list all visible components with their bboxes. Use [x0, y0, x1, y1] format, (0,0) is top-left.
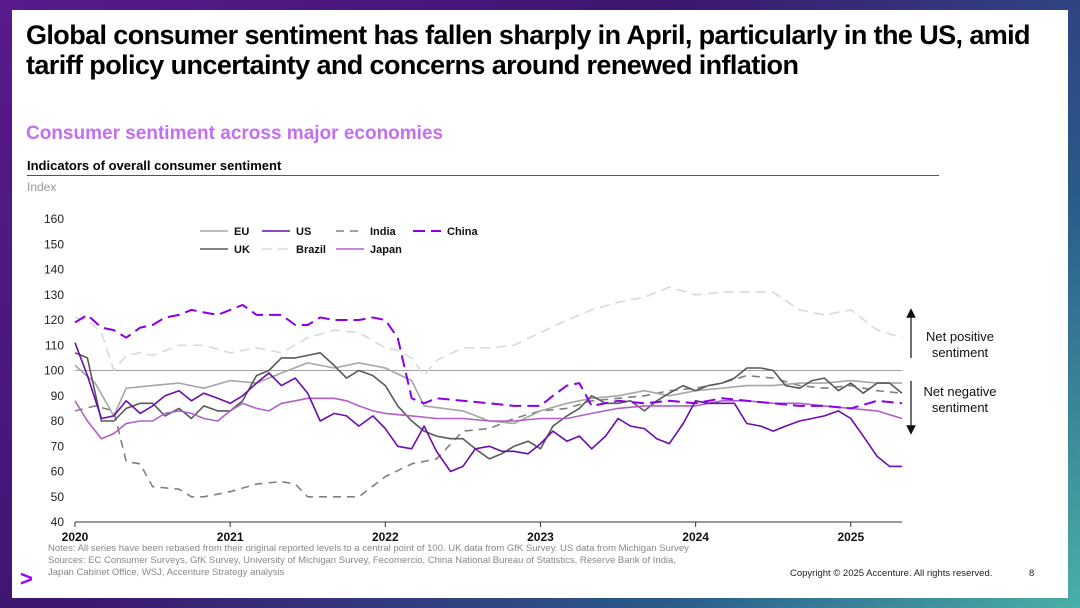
- legend-label-eu: EU: [234, 226, 249, 238]
- legend-label-uk: UK: [234, 244, 250, 256]
- y-tick-label: 80: [51, 414, 65, 428]
- y-tick-label: 70: [51, 439, 65, 453]
- copyright: Copyright © 2025 Accenture. All rights r…: [790, 568, 993, 579]
- accenture-logo-icon: >: [20, 566, 33, 591]
- y-tick-label: 60: [51, 465, 65, 479]
- y-tick-label: 150: [44, 237, 64, 251]
- chart-legend: EU US India China UK Brazil Japan: [200, 226, 478, 256]
- chart-series: [74, 286, 903, 498]
- sources-line: Sources: EC Consumer Surveys, GfK Survey…: [48, 555, 676, 566]
- legend-label-us: US: [296, 226, 311, 238]
- legend-label-brazil: Brazil: [296, 244, 326, 256]
- y-axis-unit-label: Index: [27, 180, 57, 194]
- title-rule: [27, 175, 939, 176]
- x-tick-label: 2020: [62, 530, 89, 544]
- x-tick-label: 2022: [372, 530, 399, 544]
- notes-line: Notes: All series have been rebased from…: [48, 543, 689, 554]
- net-negative-label: Net negative sentiment: [923, 384, 997, 415]
- x-tick-label: 2023: [527, 530, 554, 544]
- net-positive-label: Net positive sentiment: [926, 329, 994, 360]
- chart-title: Indicators of overall consumer sentiment: [27, 158, 282, 173]
- y-tick-label: 110: [45, 338, 64, 352]
- series-line-eu: [74, 362, 902, 425]
- footnotes: Notes: All series have been rebased from…: [48, 543, 808, 579]
- page-number: 8: [1029, 568, 1035, 579]
- legend-label-india: India: [370, 226, 397, 238]
- slide: [12, 10, 1068, 598]
- series-line-brazil: [74, 286, 903, 377]
- series-line-india: [74, 374, 903, 498]
- x-tick-label: 2025: [837, 530, 864, 544]
- legend-label-japan: Japan: [370, 244, 402, 256]
- y-tick-label: 50: [51, 490, 65, 504]
- y-tick-label: 140: [44, 263, 64, 277]
- y-tick-label: 100: [44, 364, 64, 378]
- series-line-uk: [74, 351, 903, 460]
- y-tick-label: 120: [44, 313, 64, 327]
- page-title: Global consumer sentiment has fallen sha…: [26, 20, 1031, 80]
- chart-subtitle: Consumer sentiment across major economie…: [26, 123, 444, 144]
- y-tick-label: 160: [44, 212, 64, 226]
- y-tick-label: 40: [51, 515, 65, 529]
- x-tick-label: 2024: [682, 530, 709, 544]
- x-tick-label: 2021: [217, 530, 244, 544]
- chart-axes: 40 50 60 70 80 90 100 110 120 130 140 150 160 2020 202…: [44, 212, 902, 544]
- series-line-us: [74, 342, 902, 473]
- y-tick-label: 90: [51, 389, 65, 403]
- series-line-china: [74, 303, 903, 410]
- sources-line-continued: Japan Cabinet Office, WSJ, Accenture Str…: [48, 567, 285, 578]
- y-tick-label: 130: [44, 288, 64, 302]
- legend-label-china: China: [447, 226, 478, 238]
